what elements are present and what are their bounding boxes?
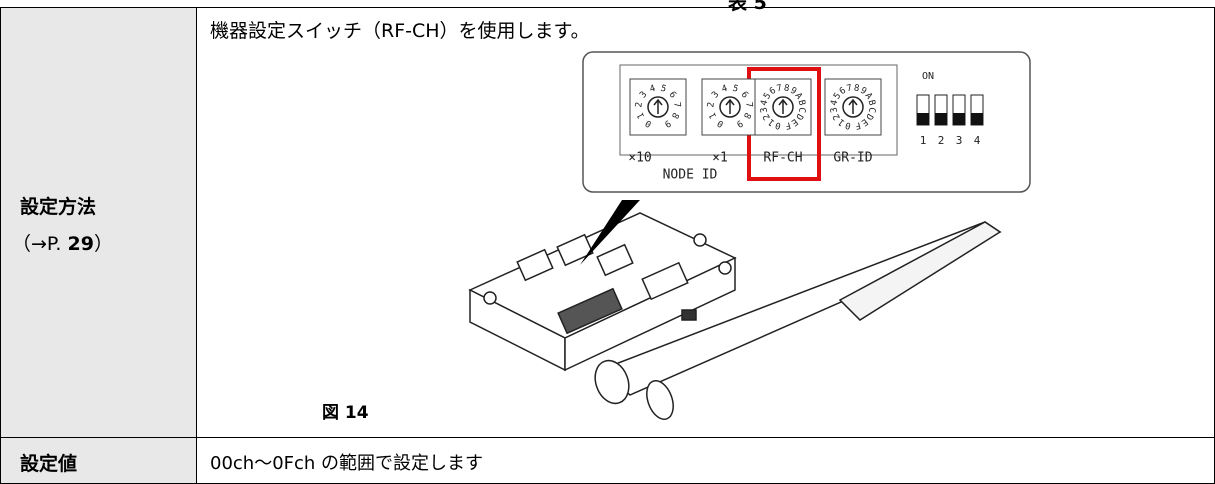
dial-digit: 8: [853, 83, 860, 94]
dip-knob: [917, 113, 929, 125]
group-label: NODE ID: [663, 168, 718, 183]
dial-digit: C: [796, 106, 807, 113]
dial-digit: 4: [759, 99, 770, 107]
dial-digit: 0: [716, 117, 726, 128]
dip-knob: [953, 113, 965, 125]
dial-digit: 1: [837, 116, 847, 127]
dip-number: 4: [974, 134, 981, 147]
dial-digit: 0: [644, 117, 654, 128]
switch-panel: [619, 64, 898, 156]
dial-digit: 9: [788, 86, 798, 97]
dial-digit: 3: [710, 90, 721, 101]
dial-digit: 1: [767, 116, 777, 127]
row-label: 設定値: [20, 453, 78, 475]
switch-label: GR-ID: [833, 151, 872, 166]
dial-digit: 5: [731, 84, 739, 95]
dip-label: ON: [922, 71, 934, 82]
switch-label: ×1: [712, 151, 728, 166]
dial-digit: 7: [776, 83, 783, 94]
dial-digit: B: [866, 99, 877, 107]
dial-digit: F: [854, 119, 862, 130]
dial-digit: A: [863, 91, 875, 102]
dial-arrow: [778, 98, 788, 114]
dial-digit: 5: [762, 91, 773, 101]
dial-digit: 3: [829, 106, 840, 113]
dip-number: 3: [956, 134, 963, 147]
dial-digit: 1: [636, 111, 647, 120]
dip-number: 2: [938, 134, 945, 147]
dial-digit: 9: [662, 117, 672, 128]
dial-digit: 6: [739, 90, 750, 101]
dial-digit: A: [793, 91, 805, 102]
dial-digit: 8: [669, 111, 680, 120]
dial-digit: 6: [838, 86, 848, 97]
dial-digit: 8: [741, 111, 752, 120]
row-text: 00ch～0Fch の範囲で設定します: [210, 453, 484, 474]
dial-digit: E: [789, 116, 799, 127]
switch-label: ×10: [628, 151, 651, 166]
dial-digit: D: [863, 112, 874, 122]
dial-digit: 2: [634, 102, 645, 109]
dial-digit: 2: [831, 112, 842, 122]
dial-digit: B: [796, 99, 807, 107]
dial-digit: 1: [708, 111, 719, 120]
row-label: 設定方法: [20, 196, 97, 218]
dial-digit: C: [866, 106, 877, 113]
dial-digit: 5: [659, 84, 667, 95]
dial-digit: 9: [734, 117, 744, 128]
dial-digit: 8: [783, 83, 790, 94]
switch-label: RF-CH: [763, 151, 802, 166]
dial-digit: 7: [743, 102, 754, 109]
dial-frame: [629, 78, 687, 136]
dial-digit: E: [859, 116, 869, 127]
dial-arrow: [653, 98, 663, 114]
dial-digit: 0: [844, 119, 852, 130]
ref-page[interactable]: 29: [67, 233, 94, 255]
dial-digit: D: [793, 112, 804, 122]
page-reference: （→P. 29）: [12, 229, 113, 256]
figure-caption: 図 14: [322, 403, 369, 423]
device-drawing: [468, 212, 1002, 420]
dial-digit: 7: [671, 102, 682, 109]
dial-digit: 9: [858, 86, 868, 97]
dial-digit: 4: [649, 84, 657, 95]
ref-suffix: ）: [93, 233, 113, 255]
dial-digit: 4: [721, 84, 729, 95]
dial-digit: 4: [829, 99, 840, 107]
dial-digit: 7: [846, 83, 853, 94]
dip-knob: [971, 113, 983, 125]
callout-pointer: [580, 200, 640, 265]
dial-digit: 3: [759, 106, 770, 113]
dip-number: 1: [920, 134, 927, 147]
dial-digit: 2: [706, 102, 717, 109]
dial-digit: 5: [832, 91, 843, 101]
dial-digit: 6: [667, 90, 678, 101]
dial-digit: F: [784, 119, 792, 130]
dial-digit: 0: [774, 119, 782, 130]
dial-digit: 6: [768, 86, 778, 97]
dial-frame: [701, 78, 759, 136]
dial-arrow: [725, 98, 735, 114]
dial-digit: 2: [761, 112, 772, 122]
dial-arrow: [848, 98, 858, 114]
row-text: 機器設定スイッチ（RF-CH）を使用します。: [210, 20, 590, 42]
dip-knob: [935, 113, 947, 125]
dial-digit: 3: [638, 90, 649, 101]
ref-prefix: （→P.: [12, 233, 68, 255]
